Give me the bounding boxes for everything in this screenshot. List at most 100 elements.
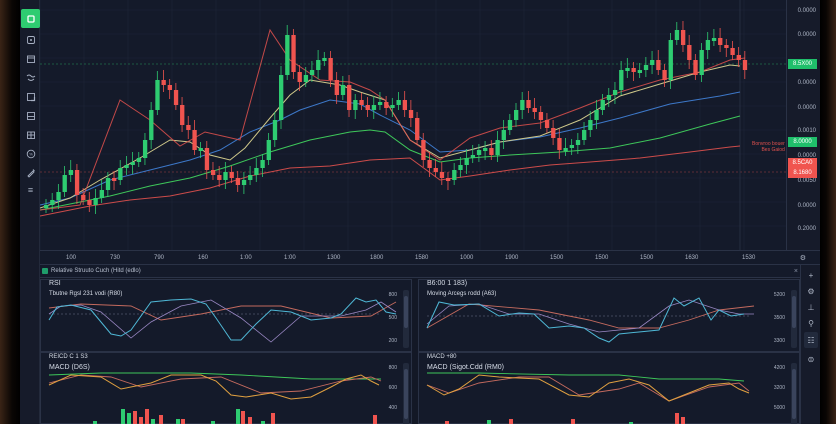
- pencil-tool[interactable]: [23, 165, 38, 180]
- scale-label: 5000: [773, 405, 785, 411]
- pane-title: RSI: [49, 280, 61, 287]
- brush-icon: [26, 74, 35, 81]
- price-label: 0.0010: [797, 128, 816, 134]
- price-label: 0.0000: [797, 203, 816, 209]
- time-label: 1530: [742, 255, 756, 261]
- time-label: 1500: [550, 255, 564, 261]
- rectangle-icon: [26, 111, 35, 120]
- scale-label: 200: [388, 338, 397, 344]
- time-label: 1580: [415, 255, 429, 261]
- red-level-tag: 8.1680: [788, 168, 817, 178]
- pencil-icon: [26, 168, 35, 178]
- chart-type-button[interactable]: [21, 9, 40, 28]
- calendar-icon: [26, 55, 35, 63]
- price-label: 0.0000: [797, 153, 816, 159]
- price-label: 0.0000: [797, 32, 816, 38]
- macd-signal-plot: [426, 372, 750, 424]
- object-tree-button[interactable]: ☷: [804, 332, 818, 348]
- pane-title: REICD C 1 S3: [49, 354, 88, 360]
- price-label: 0.0000: [797, 8, 816, 14]
- gear-icon: ⚙: [807, 286, 815, 296]
- scale-label: 500: [388, 315, 397, 321]
- moving-average-pane[interactable]: B6:00 1 183) Moving Arcegs rodd (A63) 52…: [418, 279, 800, 352]
- macd-pane-right[interactable]: MACD +80 MACD (Sigot.Cdd (RM0) 4200 3200…: [418, 352, 800, 424]
- price-label: 0.0000: [797, 105, 816, 111]
- scale-label: 800: [388, 365, 397, 371]
- price-label: 0.0000: [797, 80, 816, 86]
- monitor-bezel-left: [0, 0, 20, 424]
- measure-icon: [26, 92, 35, 101]
- crosshair-tool[interactable]: [23, 32, 38, 47]
- list-icon: ≡: [27, 184, 34, 195]
- red-level-tag: 8.5CA0: [788, 158, 817, 168]
- time-label: 1800: [370, 255, 384, 261]
- calendar-tool[interactable]: [23, 51, 38, 66]
- time-label: 100: [66, 255, 77, 261]
- time-axis[interactable]: 100 730 790 160 1:00 1:00 1300 1800 1580…: [40, 250, 820, 265]
- pane-title: B6:00 1 183): [427, 280, 468, 287]
- scale-label: 3200: [773, 385, 785, 391]
- percent-icon: %: [26, 149, 35, 158]
- scale-label: 800: [388, 292, 397, 298]
- macd-plot: [48, 372, 382, 424]
- time-label: 1500: [595, 255, 609, 261]
- time-label: 1630: [685, 255, 699, 261]
- camera-icon: ⊜: [807, 354, 815, 364]
- pane-subtitle: Tbutne Rgsl 231 vodi (R80): [49, 291, 123, 297]
- plus-icon: +: [808, 270, 814, 280]
- pane-subtitle: MACD (Sigot.Cdd (RM0): [427, 364, 505, 371]
- macd-pane-left[interactable]: REICD C 1 S3 MACD (D6S) 800 600 400: [40, 352, 412, 424]
- monitor-bezel-right: [820, 0, 836, 424]
- list-tool[interactable]: ≡: [23, 182, 38, 197]
- gear-icon[interactable]: ⚙: [799, 255, 806, 262]
- trading-app: % ≡ Bonvroo bouer Bes Gaiod 0.0000: [20, 0, 820, 424]
- scrollbar[interactable]: [403, 363, 409, 424]
- scale-label: 600: [388, 385, 397, 391]
- scale-label: 4200: [773, 365, 785, 371]
- search-icon: ⚲: [808, 318, 814, 328]
- pane-subtitle: MACD (D6S): [49, 364, 90, 371]
- close-icon[interactable]: ×: [793, 267, 798, 275]
- scrollbar[interactable]: [403, 290, 409, 348]
- rectangle-tool[interactable]: [23, 108, 38, 123]
- time-label: 1:00: [284, 255, 296, 261]
- green-level-tag: 8.0000: [788, 137, 817, 147]
- time-label: 1000: [460, 255, 474, 261]
- scrollbar[interactable]: [791, 363, 797, 424]
- pane-title: MACD +80: [427, 354, 457, 360]
- time-label: 730: [110, 255, 121, 261]
- rsi-pane[interactable]: RSI Tbutne Rgsl 231 vodi (R80) 800 500 2…: [40, 279, 412, 352]
- right-toolbar: + ⚙ ⊥ ⚲ ☷ ⊜: [800, 265, 820, 424]
- scale-label: 3500: [773, 315, 785, 321]
- measure-tool[interactable]: [23, 89, 38, 104]
- frame-tool[interactable]: [23, 127, 38, 142]
- zoom-button[interactable]: ⚲: [804, 316, 818, 330]
- price-axis[interactable]: 0.0000 0.0000 0.0000 0.0000 0.0010 0.000…: [786, 0, 820, 250]
- time-label: 1:00: [240, 255, 252, 261]
- rsi-plot: [48, 297, 397, 343]
- ma-plot: [426, 297, 755, 343]
- scale-label: 3300: [773, 338, 785, 344]
- percent-tool[interactable]: %: [23, 146, 38, 161]
- indicator-title: Relative Struuto Cuch (Hitd (edlo): [51, 268, 141, 274]
- candlestick-chart[interactable]: Bonvroo bouer Bes Gaiod: [40, 0, 786, 250]
- scale-label: 400: [388, 405, 397, 411]
- price-label: 0.2000: [797, 226, 816, 232]
- crosshair-icon: [26, 35, 35, 44]
- alert-button[interactable]: ⊥: [804, 300, 818, 314]
- svg-text:%: %: [29, 151, 33, 156]
- alert-icon: ⊥: [807, 302, 815, 312]
- list-icon: ☷: [807, 335, 815, 345]
- scrollbar[interactable]: [791, 290, 797, 348]
- indicator-icon: [42, 268, 48, 274]
- add-indicator-button[interactable]: +: [804, 268, 818, 282]
- frame-icon: [26, 131, 35, 139]
- price-label: 0.0050: [797, 178, 816, 184]
- drawing-toolbar: % ≡: [20, 0, 40, 424]
- price-plot: [40, 0, 786, 250]
- time-label: 1300: [327, 255, 341, 261]
- brush-tool[interactable]: [23, 70, 38, 85]
- screenshot-button[interactable]: ⊜: [804, 352, 818, 366]
- chart-settings-button[interactable]: ⚙: [804, 284, 818, 298]
- scale-label: 5200: [773, 292, 785, 298]
